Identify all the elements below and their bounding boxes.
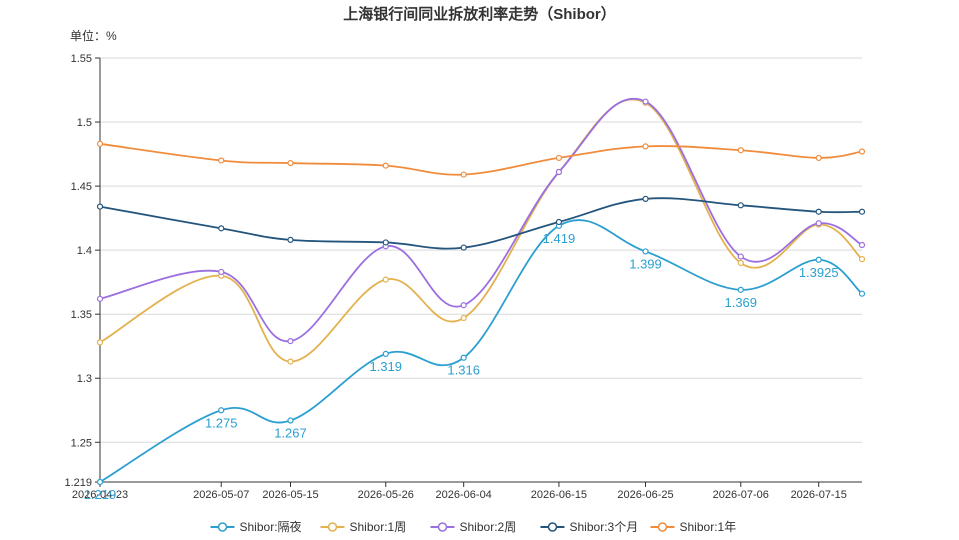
series-point-4	[858, 148, 866, 155]
data-label: 1.399	[629, 256, 662, 271]
y-tick-label: 1.45	[71, 181, 92, 193]
y-tick-label: 1.35	[71, 309, 92, 321]
data-label: 1.275	[205, 415, 238, 430]
series-line-3	[99, 197, 863, 250]
series-point-3	[737, 202, 744, 209]
series-point-0	[218, 407, 225, 414]
y-tick-label: 1.55	[71, 53, 92, 65]
data-label: 1.219	[84, 487, 117, 502]
series-point-3	[815, 208, 822, 215]
legend-label: Shibor:3个月	[570, 520, 639, 534]
series-point-4	[737, 147, 744, 154]
series-point-4	[96, 140, 104, 147]
series-point-0	[382, 350, 389, 358]
series-point-0	[858, 290, 866, 297]
legend-marker	[547, 522, 558, 532]
series-point-0	[815, 256, 822, 263]
x-tick-label: 2026-06-15	[531, 489, 587, 501]
series-line-4	[99, 142, 863, 176]
series-point-3	[382, 239, 389, 246]
series-point-0	[642, 248, 649, 255]
data-label-layer: 1.219 1.275 1.267 1.319 1.316 1.419 1.399 1.369…	[84, 231, 839, 502]
legend-label: Shibor:1年	[680, 520, 737, 534]
series-point-2	[642, 98, 649, 105]
x-tick-label: 2026-06-04	[436, 489, 492, 501]
series-point-3	[642, 195, 649, 203]
series-point-3	[96, 203, 104, 210]
x-tick-label: 2026-06-25	[617, 489, 673, 501]
data-label: 1.3925	[799, 265, 839, 280]
series-point-1	[96, 339, 104, 346]
legend-label: Shibor:1周	[350, 520, 407, 534]
data-label: 1.316	[447, 363, 480, 378]
series-point-3	[218, 225, 225, 232]
x-tick-label: 2026-04-23	[72, 489, 128, 501]
series-line-0	[99, 219, 863, 483]
grid-layer	[100, 57, 862, 483]
series-point-1	[858, 256, 866, 263]
legend: Shibor:隔夜 Shibor:1周 Shibor:2周 Shibor:3个月 Shi…	[210, 519, 737, 534]
y-tick-label: 1.4	[77, 245, 92, 257]
axis-layer: 1.219 1.25 1.3 1.35 1.4 1.45 1.5 1.55 2026-04-23…	[64, 53, 862, 501]
y-tick-label: 1.5	[77, 117, 92, 129]
series-point-2	[287, 337, 294, 345]
series-layer	[96, 98, 866, 486]
legend-label: Shibor:隔夜	[240, 519, 302, 534]
series-point-1	[737, 259, 744, 267]
series-point-4	[815, 154, 822, 162]
unit-label: 单位：%	[70, 28, 117, 43]
series-point-3	[555, 218, 563, 226]
x-tick-label: 2026-05-26	[358, 489, 414, 501]
data-label: 1.369	[724, 295, 757, 310]
series-point-2	[858, 241, 866, 249]
series-point-3	[460, 244, 467, 251]
x-tick-label: 2026-05-07	[193, 489, 249, 501]
series-point-0	[460, 354, 467, 361]
series-point-4	[382, 162, 389, 169]
data-label: 1.319	[369, 359, 402, 374]
y-tick-label: 1.3	[77, 373, 92, 385]
series-point-2	[96, 295, 104, 302]
series-line-2	[99, 98, 863, 343]
series-point-2	[737, 253, 744, 260]
series-line-1	[99, 98, 863, 363]
legend-marker	[657, 522, 668, 532]
series-point-4	[642, 143, 649, 150]
y-tick-label: 1.219	[64, 477, 92, 489]
series-point-1	[460, 314, 467, 322]
series-point-1	[287, 358, 294, 365]
series-point-2	[460, 302, 467, 309]
x-tick-label: 2026-07-15	[791, 489, 847, 501]
series-point-4	[555, 154, 563, 162]
data-label: 1.267	[274, 426, 307, 441]
series-point-2	[218, 268, 225, 276]
data-label: 1.419	[543, 231, 576, 246]
series-point-4	[287, 159, 294, 167]
legend-marker	[437, 522, 448, 532]
series-point-2	[815, 220, 822, 227]
legend-label: Shibor:2周	[460, 520, 517, 534]
series-point-0	[96, 478, 104, 486]
series-point-1	[382, 276, 389, 283]
series-point-0	[737, 286, 744, 293]
chart-title: 上海银行间同业拆放利率走势（Shibor）	[343, 5, 616, 23]
series-point-0	[287, 417, 294, 424]
series-point-4	[218, 157, 225, 164]
series-point-4	[460, 171, 467, 178]
series-point-2	[555, 168, 563, 176]
x-tick-label: 2026-07-06	[713, 489, 769, 501]
x-tick-label: 2026-05-15	[262, 489, 318, 501]
y-tick-label: 1.25	[71, 437, 92, 449]
series-point-3	[287, 236, 294, 243]
legend-marker	[327, 522, 338, 532]
legend-marker	[217, 522, 228, 532]
series-point-3	[858, 208, 866, 215]
